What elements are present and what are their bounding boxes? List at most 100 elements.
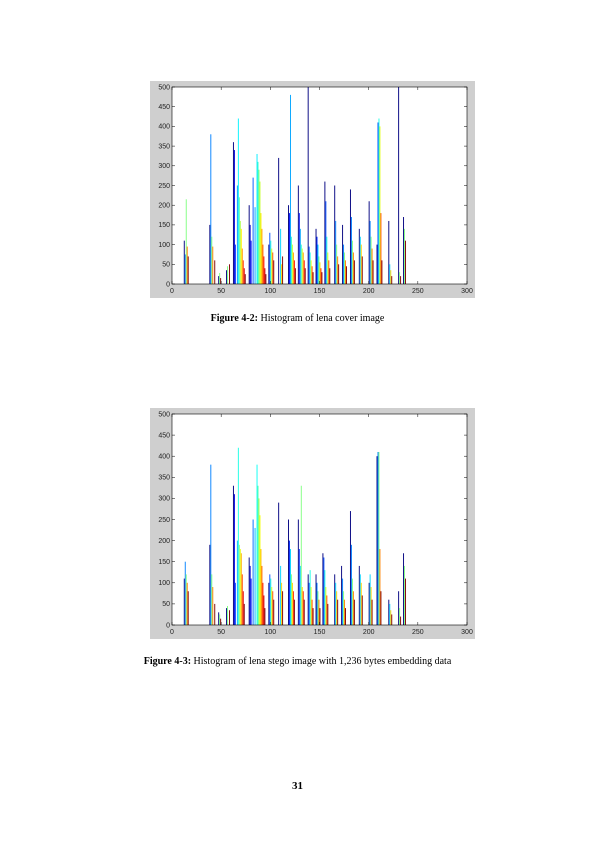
y-tick-label: 350 bbox=[158, 475, 170, 482]
histogram-bar bbox=[319, 608, 321, 625]
histogram-bar bbox=[262, 582, 264, 625]
histogram-bar bbox=[293, 260, 295, 284]
histogram-bar bbox=[268, 244, 270, 284]
histogram-bar bbox=[229, 610, 230, 625]
histogram-bar bbox=[278, 502, 280, 625]
histogram-bar bbox=[212, 587, 214, 625]
histogram-bar bbox=[214, 260, 216, 284]
histogram-bar bbox=[321, 272, 323, 284]
histogram-bar bbox=[226, 608, 228, 625]
histogram-bar bbox=[391, 614, 393, 625]
histogram-bar bbox=[350, 217, 352, 284]
histogram-bar bbox=[353, 260, 355, 284]
histogram-bar bbox=[233, 150, 235, 284]
histogram-bar bbox=[239, 220, 241, 284]
histogram-bar bbox=[294, 268, 296, 284]
histogram-bar bbox=[233, 494, 235, 625]
histogram-bar bbox=[227, 606, 229, 625]
histogram-bar bbox=[388, 220, 390, 284]
histogram-bar bbox=[404, 228, 406, 284]
histogram-bar bbox=[252, 177, 254, 284]
histogram-bar bbox=[264, 608, 266, 625]
histogram-bar bbox=[310, 587, 312, 625]
histogram-bar bbox=[261, 565, 263, 625]
histogram-bar bbox=[220, 278, 222, 284]
histogram-bar bbox=[381, 260, 383, 284]
histogram-bar bbox=[209, 224, 211, 284]
histogram-bar bbox=[184, 561, 186, 625]
histogram-bar bbox=[269, 574, 271, 625]
histogram-bar bbox=[300, 244, 302, 284]
histogram-bar bbox=[312, 272, 314, 284]
histogram-bar bbox=[254, 207, 256, 284]
histogram-bar bbox=[218, 612, 220, 625]
histogram-bar bbox=[258, 169, 260, 284]
y-tick-label: 100 bbox=[158, 580, 170, 587]
histogram-bar bbox=[318, 256, 320, 284]
histogram-bar bbox=[335, 220, 337, 284]
histogram-bar bbox=[316, 236, 318, 284]
histogram-bar bbox=[319, 262, 321, 284]
x-tick-label: 150 bbox=[314, 629, 326, 636]
histogram-bar bbox=[298, 549, 300, 625]
figure-4-3: 0 50 100 150 200 250 300 350 400 450 500 0 50 100 150 2… bbox=[150, 408, 475, 639]
histogram-bar bbox=[338, 264, 340, 284]
histogram-bar bbox=[301, 248, 303, 284]
histogram-bar bbox=[388, 599, 390, 625]
caption-label: Figure 4-2: bbox=[210, 313, 258, 324]
histogram-bar bbox=[281, 582, 283, 625]
histogram-bar bbox=[303, 599, 305, 625]
histogram-bar bbox=[211, 236, 213, 284]
histogram-bar bbox=[404, 565, 406, 625]
figure-4-3-caption: Figure 4-3: Histogram of lena stego imag… bbox=[0, 656, 595, 667]
histogram-bar bbox=[358, 228, 360, 284]
histogram-bar bbox=[272, 252, 274, 284]
histogram-bar bbox=[325, 587, 327, 625]
histogram-bar bbox=[234, 582, 236, 625]
histogram-bar bbox=[310, 260, 312, 284]
y-tick-label: 150 bbox=[158, 559, 170, 566]
histogram-bar bbox=[318, 599, 320, 625]
histogram-bar bbox=[303, 260, 305, 284]
histogram-bar bbox=[291, 582, 293, 625]
histogram-bar bbox=[262, 244, 264, 284]
histogram-bar bbox=[280, 228, 282, 284]
histogram-bar bbox=[399, 272, 401, 284]
histogram-bar bbox=[380, 213, 382, 284]
histogram-bar bbox=[379, 549, 381, 625]
histogram-bar bbox=[337, 599, 339, 625]
x-tick-label: 50 bbox=[217, 629, 225, 636]
histogram-bar bbox=[238, 197, 240, 284]
histogram-bar bbox=[241, 248, 243, 284]
x-tick-label: 50 bbox=[217, 288, 225, 295]
histogram-bar bbox=[292, 252, 294, 284]
x-tick-label: 250 bbox=[412, 629, 424, 636]
histogram-bar bbox=[352, 252, 354, 284]
histogram-bar bbox=[309, 252, 311, 284]
histogram-bar bbox=[405, 578, 406, 625]
histogram-bar bbox=[288, 205, 289, 284]
caption-label: Figure 4-3: bbox=[143, 656, 192, 667]
x-tick-label: 0 bbox=[170, 629, 174, 636]
histogram-bar bbox=[273, 260, 275, 284]
figure-frame: 0 50 100 150 200 250 300 350 400 450 500 0 50 100 150 2… bbox=[150, 408, 475, 639]
y-tick-label: 250 bbox=[158, 517, 170, 524]
histogram-bar bbox=[380, 591, 382, 625]
histogram-bar bbox=[210, 464, 212, 625]
histogram-bar bbox=[254, 527, 256, 625]
histogram-bar bbox=[269, 232, 271, 284]
histogram-bar bbox=[250, 240, 252, 284]
histogram-bar bbox=[360, 244, 362, 284]
histogram-bar bbox=[327, 252, 329, 284]
histogram-bar bbox=[250, 578, 252, 625]
histogram-bar bbox=[328, 260, 330, 284]
histogram-bar bbox=[371, 248, 373, 284]
plot-area bbox=[172, 414, 467, 625]
histogram-bar bbox=[282, 591, 284, 625]
histogram-bar bbox=[248, 205, 250, 284]
histogram-bar bbox=[258, 498, 260, 625]
histogram-bar bbox=[322, 553, 324, 625]
histogram-bar bbox=[336, 591, 338, 625]
histogram-bar bbox=[210, 134, 212, 284]
histogram-bar bbox=[344, 599, 346, 625]
